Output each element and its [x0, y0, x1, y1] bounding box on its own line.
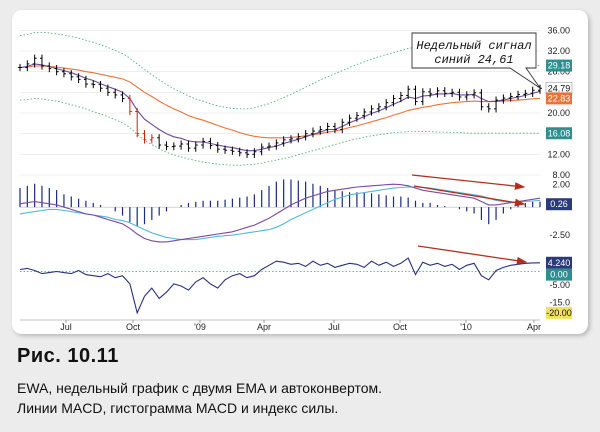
- x-axis-tick: Jul: [60, 322, 72, 332]
- macd-value-tag: [546, 198, 572, 211]
- price-y-tick: 28.00: [547, 67, 570, 77]
- force-y-tick: -15.0: [549, 298, 570, 308]
- macd-signal-line: [19, 186, 541, 241]
- x-axis-tick: Jul: [328, 322, 340, 332]
- annotation-line-1: Недельный сигнал: [416, 39, 531, 53]
- price-value-tag: [546, 92, 572, 105]
- force-value-tag: [546, 268, 572, 281]
- price-value-tag-label: 24.79: [548, 83, 571, 93]
- macd-line: [19, 183, 541, 243]
- force-value-tag-label: -20.00: [546, 308, 572, 318]
- lower-envelope-line: [19, 98, 541, 166]
- slow-ema-line: [19, 65, 541, 139]
- force-value-tag-label: 0.00: [550, 270, 568, 280]
- x-axis-tick: '09: [194, 322, 206, 332]
- x-axis-tick: Oct: [393, 322, 408, 332]
- price-value-tag-label: 16.08: [548, 128, 571, 138]
- macd-y-tick: -2.50: [549, 230, 570, 240]
- caption-line-2: Линии MACD, гистограмма MACD и индекс си…: [17, 400, 339, 416]
- price-value-tag: [546, 59, 572, 72]
- divergence-arrow: [413, 185, 526, 207]
- price-y-tick: 8.00: [552, 170, 570, 180]
- force-y-tick: -5.00: [549, 280, 570, 290]
- force-index-line: [19, 257, 541, 315]
- macd-value-tag-label: 0.26: [550, 199, 568, 209]
- divergence-arrow: [417, 245, 528, 265]
- force-value-tag: [546, 306, 572, 319]
- annotation-callout: [411, 32, 541, 89]
- figure-label: Рис. 10.11: [17, 345, 119, 367]
- price-value-tag: [546, 127, 572, 140]
- force-value-tag-label: 4.240: [548, 258, 571, 268]
- divergence-arrow: [411, 174, 526, 190]
- fast-ema-line: [19, 63, 541, 152]
- stock-chart: 36.0032.0028.0024.0020.0016.0012.008.002…: [18, 25, 573, 332]
- price-y-tick: 20.00: [547, 108, 570, 118]
- macd-y-tick: 2.00: [552, 180, 570, 190]
- x-axis-tick: Apr: [257, 322, 271, 332]
- price-y-tick: 36.00: [547, 25, 570, 35]
- price-value-tag-label: 29.18: [548, 61, 571, 71]
- price-value-tag-label: 22.83: [548, 93, 571, 103]
- x-axis-tick: '10: [460, 322, 472, 332]
- price-y-tick: 32.00: [547, 46, 570, 56]
- x-axis-tick: Apr: [527, 322, 541, 332]
- x-axis-tick: Oct: [126, 322, 141, 332]
- annotation-line-2: синий 24,61: [434, 53, 513, 67]
- price-y-tick: 12.00: [547, 149, 570, 159]
- caption-line-1: EWA, недельный график с двумя EMA и авто…: [17, 380, 382, 396]
- force-value-tag: [546, 256, 572, 269]
